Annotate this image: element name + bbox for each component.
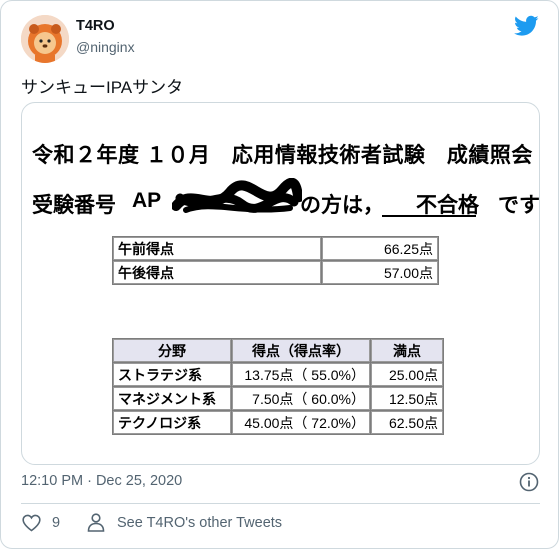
user-handle[interactable]: @ninginx xyxy=(76,39,135,55)
row-max: 25.00点 xyxy=(371,363,443,386)
header-score: 得点（得点率） xyxy=(232,339,370,362)
table-row: テクノロジ系 45.00点（ 72.0%） 62.50点 xyxy=(113,411,443,434)
table-row: 午後得点 57.00点 xyxy=(113,261,438,284)
row-field: ストラテジ系 xyxy=(113,363,231,386)
info-icon[interactable] xyxy=(519,472,539,492)
result-underline xyxy=(382,215,476,217)
header-max: 満点 xyxy=(371,339,443,362)
breakdown-table: 分野 得点（得点率） 満点 ストラテジ系 13.75点（ 55.0%） 25.0… xyxy=(112,338,444,435)
doc-exam-number-visible: AP xyxy=(132,189,162,212)
avatar[interactable] xyxy=(21,15,69,63)
score-table: 午前得点 66.25点 午後得点 57.00点 xyxy=(112,236,439,285)
table-row: マネジメント系 7.50点（ 60.0%） 12.50点 xyxy=(113,387,443,410)
doc-line2-end: です xyxy=(498,194,540,217)
table-row: 午前得点 66.25点 xyxy=(113,237,438,260)
row-field: マネジメント系 xyxy=(113,387,231,410)
like-count[interactable]: 9 xyxy=(52,515,61,531)
score-value-pm: 57.00点 xyxy=(322,261,438,284)
score-label-pm: 午後得点 xyxy=(113,261,321,284)
redaction-scribble xyxy=(172,178,302,213)
row-score: 13.75点（ 55.0%） xyxy=(232,363,370,386)
table-row: ストラテジ系 13.75点（ 55.0%） 25.00点 xyxy=(113,363,443,386)
user-display-name[interactable]: T4RO xyxy=(76,18,115,34)
divider xyxy=(21,503,540,504)
row-max: 12.50点 xyxy=(371,387,443,410)
heart-icon[interactable] xyxy=(22,514,41,532)
doc-title: 令和２年度 １０月 応用情報技術者試験 成績照会 xyxy=(32,144,533,167)
doc-exam-number-label: 受験番号 xyxy=(32,194,116,217)
doc-result: 不合格 xyxy=(416,194,479,217)
score-label-am: 午前得点 xyxy=(113,237,321,260)
header-field: 分野 xyxy=(113,339,231,362)
tweet-media-image[interactable]: 令和２年度 １０月 応用情報技術者試験 成績照会 受験番号 AP の方は， 不合… xyxy=(21,102,540,465)
doc-line2-suffix: の方は， xyxy=(300,194,384,217)
see-other-tweets-link[interactable]: See T4RO's other Tweets xyxy=(117,515,283,531)
score-value-am: 66.25点 xyxy=(322,237,438,260)
row-max: 62.50点 xyxy=(371,411,443,434)
row-score: 7.50点（ 60.0%） xyxy=(232,387,370,410)
person-icon[interactable] xyxy=(87,513,105,532)
avatar-lion-icon xyxy=(21,15,69,63)
twitter-bird-icon[interactable] xyxy=(514,15,539,37)
tweet-timestamp[interactable]: 12:10 PM · Dec 25, 2020 xyxy=(21,473,183,489)
row-field: テクノロジ系 xyxy=(113,411,231,434)
table-header-row: 分野 得点（得点率） 満点 xyxy=(113,339,443,362)
tweet-text: サンキューIPAサンタ xyxy=(21,78,184,97)
row-score: 45.00点（ 72.0%） xyxy=(232,411,370,434)
